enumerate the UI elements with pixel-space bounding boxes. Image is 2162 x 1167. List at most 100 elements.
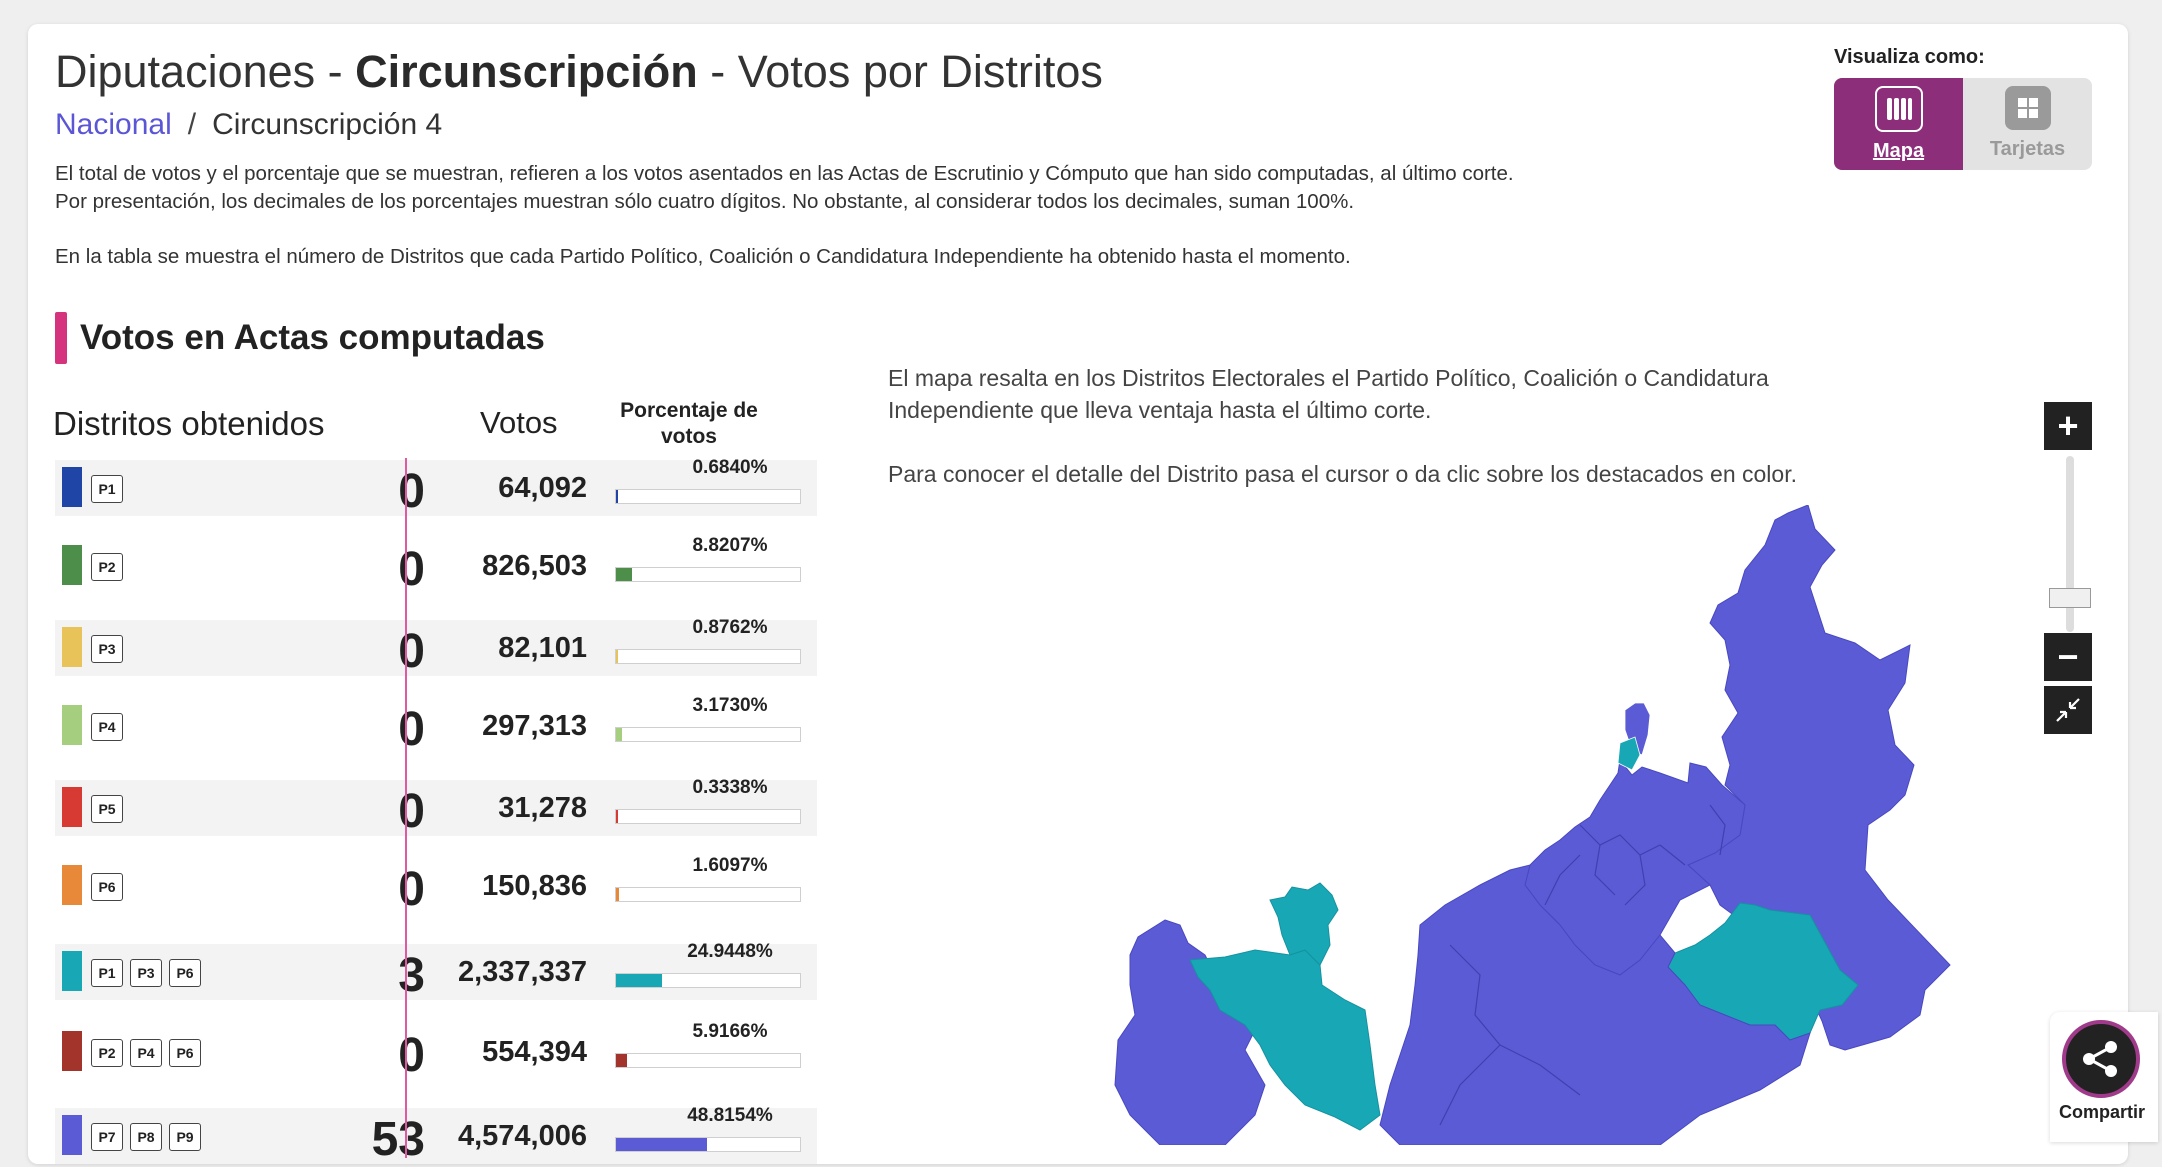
map-description: El mapa resalta en los Distritos Elector… bbox=[888, 362, 1797, 490]
header-votes: Votos bbox=[480, 405, 558, 440]
party-badges: P2 P4 P6 bbox=[91, 1039, 201, 1067]
party-color-swatch bbox=[62, 627, 82, 667]
district-metro-teal[interactable] bbox=[1617, 736, 1641, 771]
collapse-icon bbox=[2056, 698, 2080, 722]
district-northwest-teal[interactable] bbox=[1269, 882, 1339, 966]
view-toggle: Mapa Tarjetas bbox=[1834, 78, 2092, 170]
percentage-bar-fill bbox=[616, 650, 618, 663]
party-badges: P2 bbox=[91, 553, 123, 581]
table-row: P3 0 82,101 0.8762% bbox=[55, 617, 817, 678]
zoom-slider-handle[interactable] bbox=[2049, 588, 2091, 608]
vote-percentage: 8.8207% bbox=[692, 535, 768, 556]
view-map-button[interactable]: Mapa bbox=[1834, 78, 1963, 170]
percentage-bar-fill bbox=[616, 888, 619, 901]
intro-line: En la tabla se muestra el número de Dist… bbox=[55, 245, 1351, 268]
view-toggle-label: Visualiza como: bbox=[1834, 46, 1985, 68]
percentage-bar-fill bbox=[616, 490, 618, 503]
party-color-swatch bbox=[62, 545, 82, 585]
party-badge: P6 bbox=[169, 1039, 201, 1067]
percentage-bar bbox=[615, 887, 801, 902]
party-color-swatch bbox=[62, 1115, 82, 1155]
vote-count: 64,092 bbox=[498, 472, 587, 504]
zoom-in-button[interactable]: + bbox=[2044, 402, 2092, 450]
map-desc-line: Independiente que lleva ventaja hasta el… bbox=[888, 397, 1432, 423]
intro-text: El total de votos y el porcentaje que se… bbox=[55, 160, 1514, 271]
table-row: P5 0 31,278 0.3338% bbox=[55, 777, 817, 838]
vote-count: 2,337,337 bbox=[457, 956, 587, 988]
zoom-slider-track[interactable] bbox=[2066, 456, 2074, 632]
district-south[interactable] bbox=[1379, 864, 1811, 1145]
party-badge: P3 bbox=[91, 635, 123, 663]
breadcrumb-link-nacional[interactable]: Nacional bbox=[55, 108, 172, 141]
share-icon bbox=[2083, 1041, 2117, 1077]
percentage-bar bbox=[615, 489, 801, 504]
districts-won: 0 bbox=[398, 785, 425, 838]
view-cards-button[interactable]: Tarjetas bbox=[1963, 78, 2092, 170]
share-button[interactable] bbox=[2062, 1020, 2140, 1098]
party-color-swatch bbox=[62, 467, 82, 507]
party-color-swatch bbox=[62, 865, 82, 905]
percentage-bar bbox=[615, 1053, 801, 1068]
party-badges: P1 P3 P6 bbox=[91, 959, 201, 987]
party-badge: P5 bbox=[91, 795, 123, 823]
vote-count: 4,574,006 bbox=[457, 1120, 587, 1152]
party-badge: P9 bbox=[169, 1123, 201, 1151]
districts-won: 0 bbox=[398, 625, 425, 678]
header-percent: Porcentaje de votos bbox=[620, 399, 758, 448]
table-row: P4 0 297,313 3.1730% bbox=[55, 695, 817, 756]
percentage-bar bbox=[615, 727, 801, 742]
map-icon bbox=[1874, 86, 1923, 132]
vote-percentage: 5.9166% bbox=[692, 1021, 768, 1042]
percentage-bar bbox=[615, 1137, 801, 1152]
reset-view-button[interactable] bbox=[2044, 686, 2092, 734]
districts-won: 0 bbox=[398, 465, 425, 518]
percentage-bar-fill bbox=[616, 974, 663, 987]
party-badges: P3 bbox=[91, 635, 123, 663]
party-color-swatch bbox=[62, 705, 82, 745]
vote-percentage: 3.1730% bbox=[692, 695, 768, 716]
party-color-swatch bbox=[62, 787, 82, 827]
vote-percentage: 0.8762% bbox=[692, 617, 768, 638]
table-row: P6 0 150,836 1.6097% bbox=[55, 855, 817, 916]
vote-percentage: 1.6097% bbox=[692, 855, 768, 876]
intro-line: Por presentación, los decimales de los p… bbox=[55, 190, 1355, 213]
party-badges: P6 bbox=[91, 873, 123, 901]
table-row: P7 P8 P9 53 4,574,006 48.8154% bbox=[55, 1105, 817, 1166]
percentage-bar bbox=[615, 809, 801, 824]
percentage-bar-fill bbox=[616, 1138, 707, 1151]
zoom-out-button[interactable]: − bbox=[2044, 633, 2092, 681]
district-boundaries bbox=[1439, 804, 1726, 1126]
share-panel: Compartir bbox=[2050, 1012, 2158, 1142]
party-color-swatch bbox=[62, 1031, 82, 1071]
table-row: P1 P3 P6 3 2,337,337 24.9448% bbox=[55, 941, 817, 1002]
breadcrumb-current: Circunscripción 4 bbox=[212, 108, 443, 141]
districts-won: 3 bbox=[398, 949, 425, 1002]
header-districts: Distritos obtenidos bbox=[53, 405, 325, 442]
party-badge: P4 bbox=[91, 713, 123, 741]
districts-won: 0 bbox=[398, 863, 425, 916]
party-badge: P2 bbox=[91, 1039, 123, 1067]
party-badges: P1 bbox=[91, 475, 123, 503]
percentage-bar bbox=[615, 649, 801, 664]
vote-percentage: 0.6840% bbox=[692, 457, 768, 478]
percentage-bar bbox=[615, 973, 801, 988]
party-badges: P7 P8 P9 bbox=[91, 1123, 201, 1151]
party-badge: P8 bbox=[130, 1123, 162, 1151]
party-badge: P6 bbox=[169, 959, 201, 987]
table-row: P2 P4 P6 0 554,394 5.9166% bbox=[55, 1021, 817, 1082]
party-badge: P1 bbox=[91, 475, 123, 503]
vote-count: 82,101 bbox=[498, 632, 587, 664]
map-desc-line: Para conocer el detalle del Distrito pas… bbox=[888, 461, 1797, 487]
percentage-bar-fill bbox=[616, 1054, 627, 1067]
party-badge: P2 bbox=[91, 553, 123, 581]
districts-won: 0 bbox=[398, 703, 425, 756]
districts-won: 53 bbox=[371, 1113, 425, 1166]
party-badge: P7 bbox=[91, 1123, 123, 1151]
district-map[interactable] bbox=[1020, 505, 1970, 1145]
breadcrumb: Nacional / Circunscripción 4 bbox=[55, 108, 442, 142]
percentage-bar-fill bbox=[616, 568, 633, 581]
map-desc-line: El mapa resalta en los Distritos Elector… bbox=[888, 365, 1769, 391]
vote-count: 150,836 bbox=[482, 870, 587, 902]
vote-percentage: 0.3338% bbox=[692, 777, 768, 798]
cards-icon bbox=[2004, 86, 2051, 130]
